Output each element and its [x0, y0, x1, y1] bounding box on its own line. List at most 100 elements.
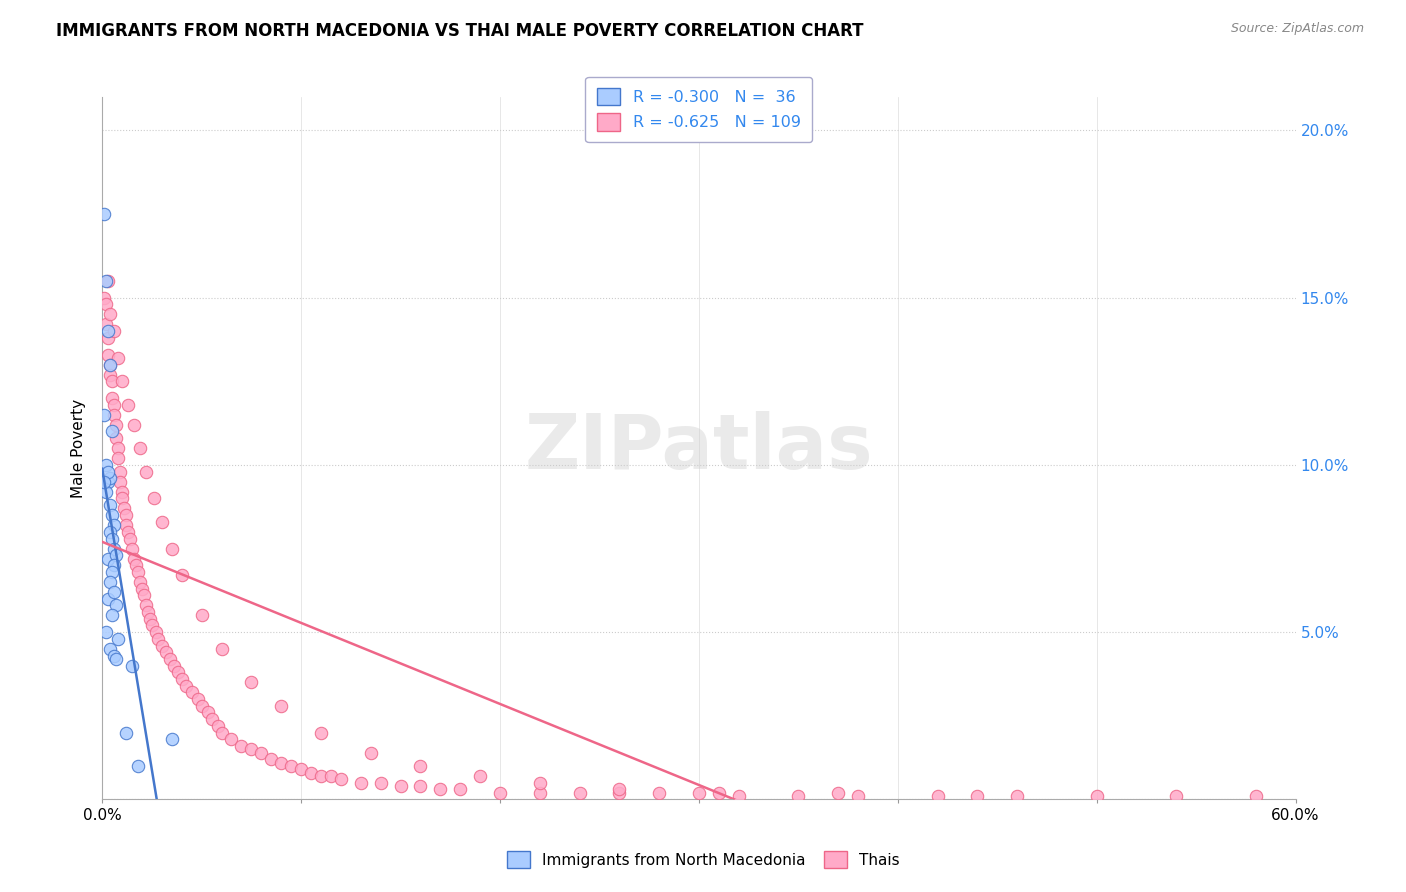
Point — [607, 786, 630, 800]
Point — [966, 789, 988, 803]
Point — [231, 739, 253, 753]
Point — [489, 786, 512, 800]
Point — [787, 789, 810, 803]
Legend: Immigrants from North Macedonia, Thais: Immigrants from North Macedonia, Thais — [499, 844, 907, 875]
Point — [131, 582, 153, 596]
Point — [97, 274, 120, 288]
Point — [927, 789, 949, 803]
Point — [107, 451, 129, 466]
Point — [1005, 789, 1028, 803]
Point — [160, 732, 183, 747]
Point — [115, 508, 138, 522]
Point — [197, 706, 219, 720]
Point — [101, 508, 124, 522]
Point — [103, 648, 125, 663]
Point — [127, 565, 149, 579]
Point — [107, 632, 129, 646]
Point — [127, 759, 149, 773]
Point — [101, 565, 124, 579]
Point — [270, 756, 292, 770]
Point — [163, 658, 186, 673]
Point — [250, 746, 273, 760]
Point — [93, 475, 115, 489]
Point — [350, 775, 373, 789]
Point — [98, 574, 121, 589]
Point — [648, 786, 671, 800]
Point — [105, 652, 128, 666]
Point — [221, 732, 243, 747]
Point — [125, 558, 148, 573]
Point — [108, 465, 131, 479]
Point — [201, 712, 224, 726]
Point — [389, 779, 412, 793]
Point — [155, 645, 177, 659]
Point — [139, 612, 162, 626]
Point — [135, 599, 157, 613]
Point — [707, 786, 730, 800]
Point — [190, 608, 212, 623]
Point — [101, 374, 124, 388]
Point — [96, 318, 118, 332]
Point — [688, 786, 710, 800]
Point — [103, 558, 125, 573]
Point — [1085, 789, 1108, 803]
Text: Source: ZipAtlas.com: Source: ZipAtlas.com — [1230, 22, 1364, 36]
Point — [280, 759, 302, 773]
Point — [96, 458, 118, 472]
Point — [120, 532, 142, 546]
Point — [166, 665, 188, 680]
Point — [187, 692, 209, 706]
Point — [103, 585, 125, 599]
Point — [103, 398, 125, 412]
Point — [1166, 789, 1188, 803]
Point — [846, 789, 869, 803]
Point — [568, 786, 591, 800]
Point — [105, 548, 128, 562]
Point — [103, 324, 125, 338]
Point — [150, 639, 173, 653]
Point — [98, 524, 121, 539]
Point — [97, 465, 120, 479]
Point — [142, 491, 165, 506]
Point — [101, 608, 124, 623]
Point — [170, 568, 193, 582]
Point — [98, 498, 121, 512]
Point — [207, 719, 229, 733]
Point — [121, 541, 143, 556]
Point — [105, 431, 128, 445]
Point — [97, 551, 120, 566]
Point — [96, 625, 118, 640]
Point — [529, 775, 551, 789]
Point — [111, 374, 134, 388]
Point — [98, 358, 121, 372]
Point — [121, 658, 143, 673]
Point — [468, 769, 491, 783]
Point — [97, 475, 120, 489]
Point — [329, 772, 352, 787]
Point — [309, 725, 332, 739]
Point — [101, 391, 124, 405]
Point — [97, 324, 120, 338]
Point — [409, 759, 432, 773]
Point — [607, 782, 630, 797]
Text: IMMIGRANTS FROM NORTH MACEDONIA VS THAI MALE POVERTY CORRELATION CHART: IMMIGRANTS FROM NORTH MACEDONIA VS THAI … — [56, 22, 863, 40]
Point — [180, 685, 202, 699]
Point — [108, 475, 131, 489]
Point — [174, 679, 197, 693]
Point — [429, 782, 451, 797]
Point — [117, 524, 139, 539]
Point — [211, 641, 233, 656]
Legend: R = -0.300   N =  36, R = -0.625   N = 109: R = -0.300 N = 36, R = -0.625 N = 109 — [585, 77, 813, 142]
Point — [299, 765, 322, 780]
Point — [97, 347, 120, 361]
Point — [727, 789, 749, 803]
Point — [96, 484, 118, 499]
Point — [449, 782, 471, 797]
Point — [159, 652, 181, 666]
Point — [93, 291, 115, 305]
Point — [827, 786, 849, 800]
Point — [270, 698, 292, 713]
Point — [150, 515, 173, 529]
Point — [319, 769, 342, 783]
Point — [105, 417, 128, 432]
